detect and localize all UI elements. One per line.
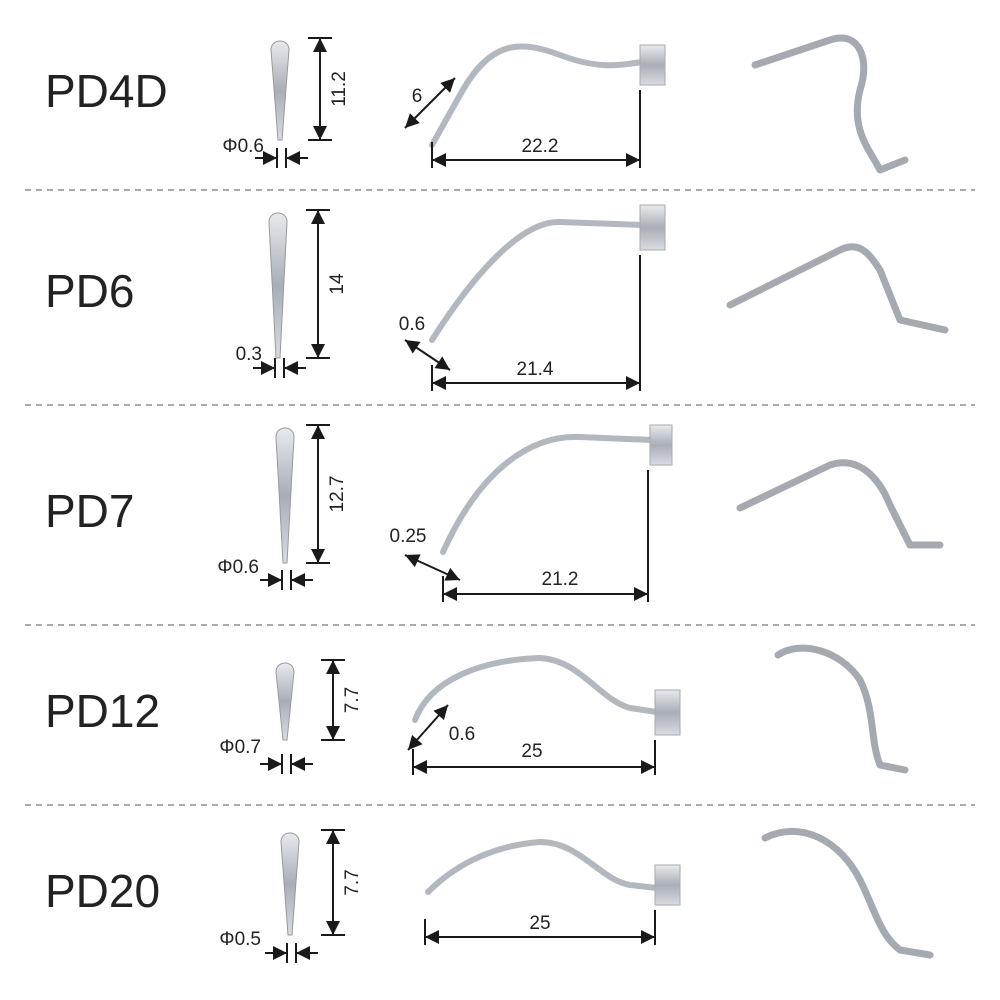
product-photo xyxy=(726,243,949,334)
shank xyxy=(639,204,666,251)
model-name: PD20 xyxy=(45,865,160,917)
tip-thickness-label: 6 xyxy=(412,86,423,107)
length-label: 21.2 xyxy=(542,569,579,590)
tip-thickness-label: 0.6 xyxy=(449,724,475,745)
height-label: 14 xyxy=(327,273,348,295)
shank xyxy=(639,44,666,86)
tip-thickness-dimension xyxy=(404,77,456,129)
front-view xyxy=(280,832,300,936)
tip-label: Φ0.6 xyxy=(222,136,264,157)
product-photo xyxy=(736,459,944,549)
front-view xyxy=(270,40,290,141)
shank xyxy=(649,424,673,466)
tip-thickness-label: 0.25 xyxy=(390,526,427,547)
side-view xyxy=(429,43,645,148)
front-view xyxy=(275,427,295,564)
height-label: 7.7 xyxy=(342,687,363,713)
height-label: 12.7 xyxy=(327,476,348,513)
model-name: PD6 xyxy=(45,265,134,317)
shank xyxy=(654,689,681,736)
height-label: 11.2 xyxy=(329,71,350,107)
tip-thickness-label: 0.6 xyxy=(399,314,425,335)
tip-thickness-dimension xyxy=(407,704,449,751)
tip-label: Φ0.6 xyxy=(217,557,259,578)
tip-label: Φ0.5 xyxy=(219,929,261,950)
shank xyxy=(654,864,681,906)
model-name: PD4D xyxy=(45,65,168,117)
side-view xyxy=(412,654,660,723)
tip-label: Φ0.7 xyxy=(219,737,261,758)
side-view xyxy=(440,433,655,555)
model-name: PD12 xyxy=(45,685,160,737)
length-label: 21.4 xyxy=(517,359,554,380)
tip-thickness-dimension xyxy=(404,554,461,581)
side-view xyxy=(425,838,660,895)
product-photo xyxy=(751,34,909,174)
product-photo xyxy=(774,644,909,774)
length-label: 25 xyxy=(529,913,550,934)
length-label: 25 xyxy=(521,741,542,762)
tip-label: 0.3 xyxy=(236,344,262,365)
side-view xyxy=(429,218,645,343)
length-label: 22.2 xyxy=(522,136,559,157)
front-view xyxy=(268,212,288,359)
height-label: 7.7 xyxy=(342,869,363,895)
tip-thickness-dimension xyxy=(404,339,451,371)
product-photo xyxy=(761,827,934,959)
model-name: PD7 xyxy=(45,485,134,537)
front-view xyxy=(275,662,295,741)
